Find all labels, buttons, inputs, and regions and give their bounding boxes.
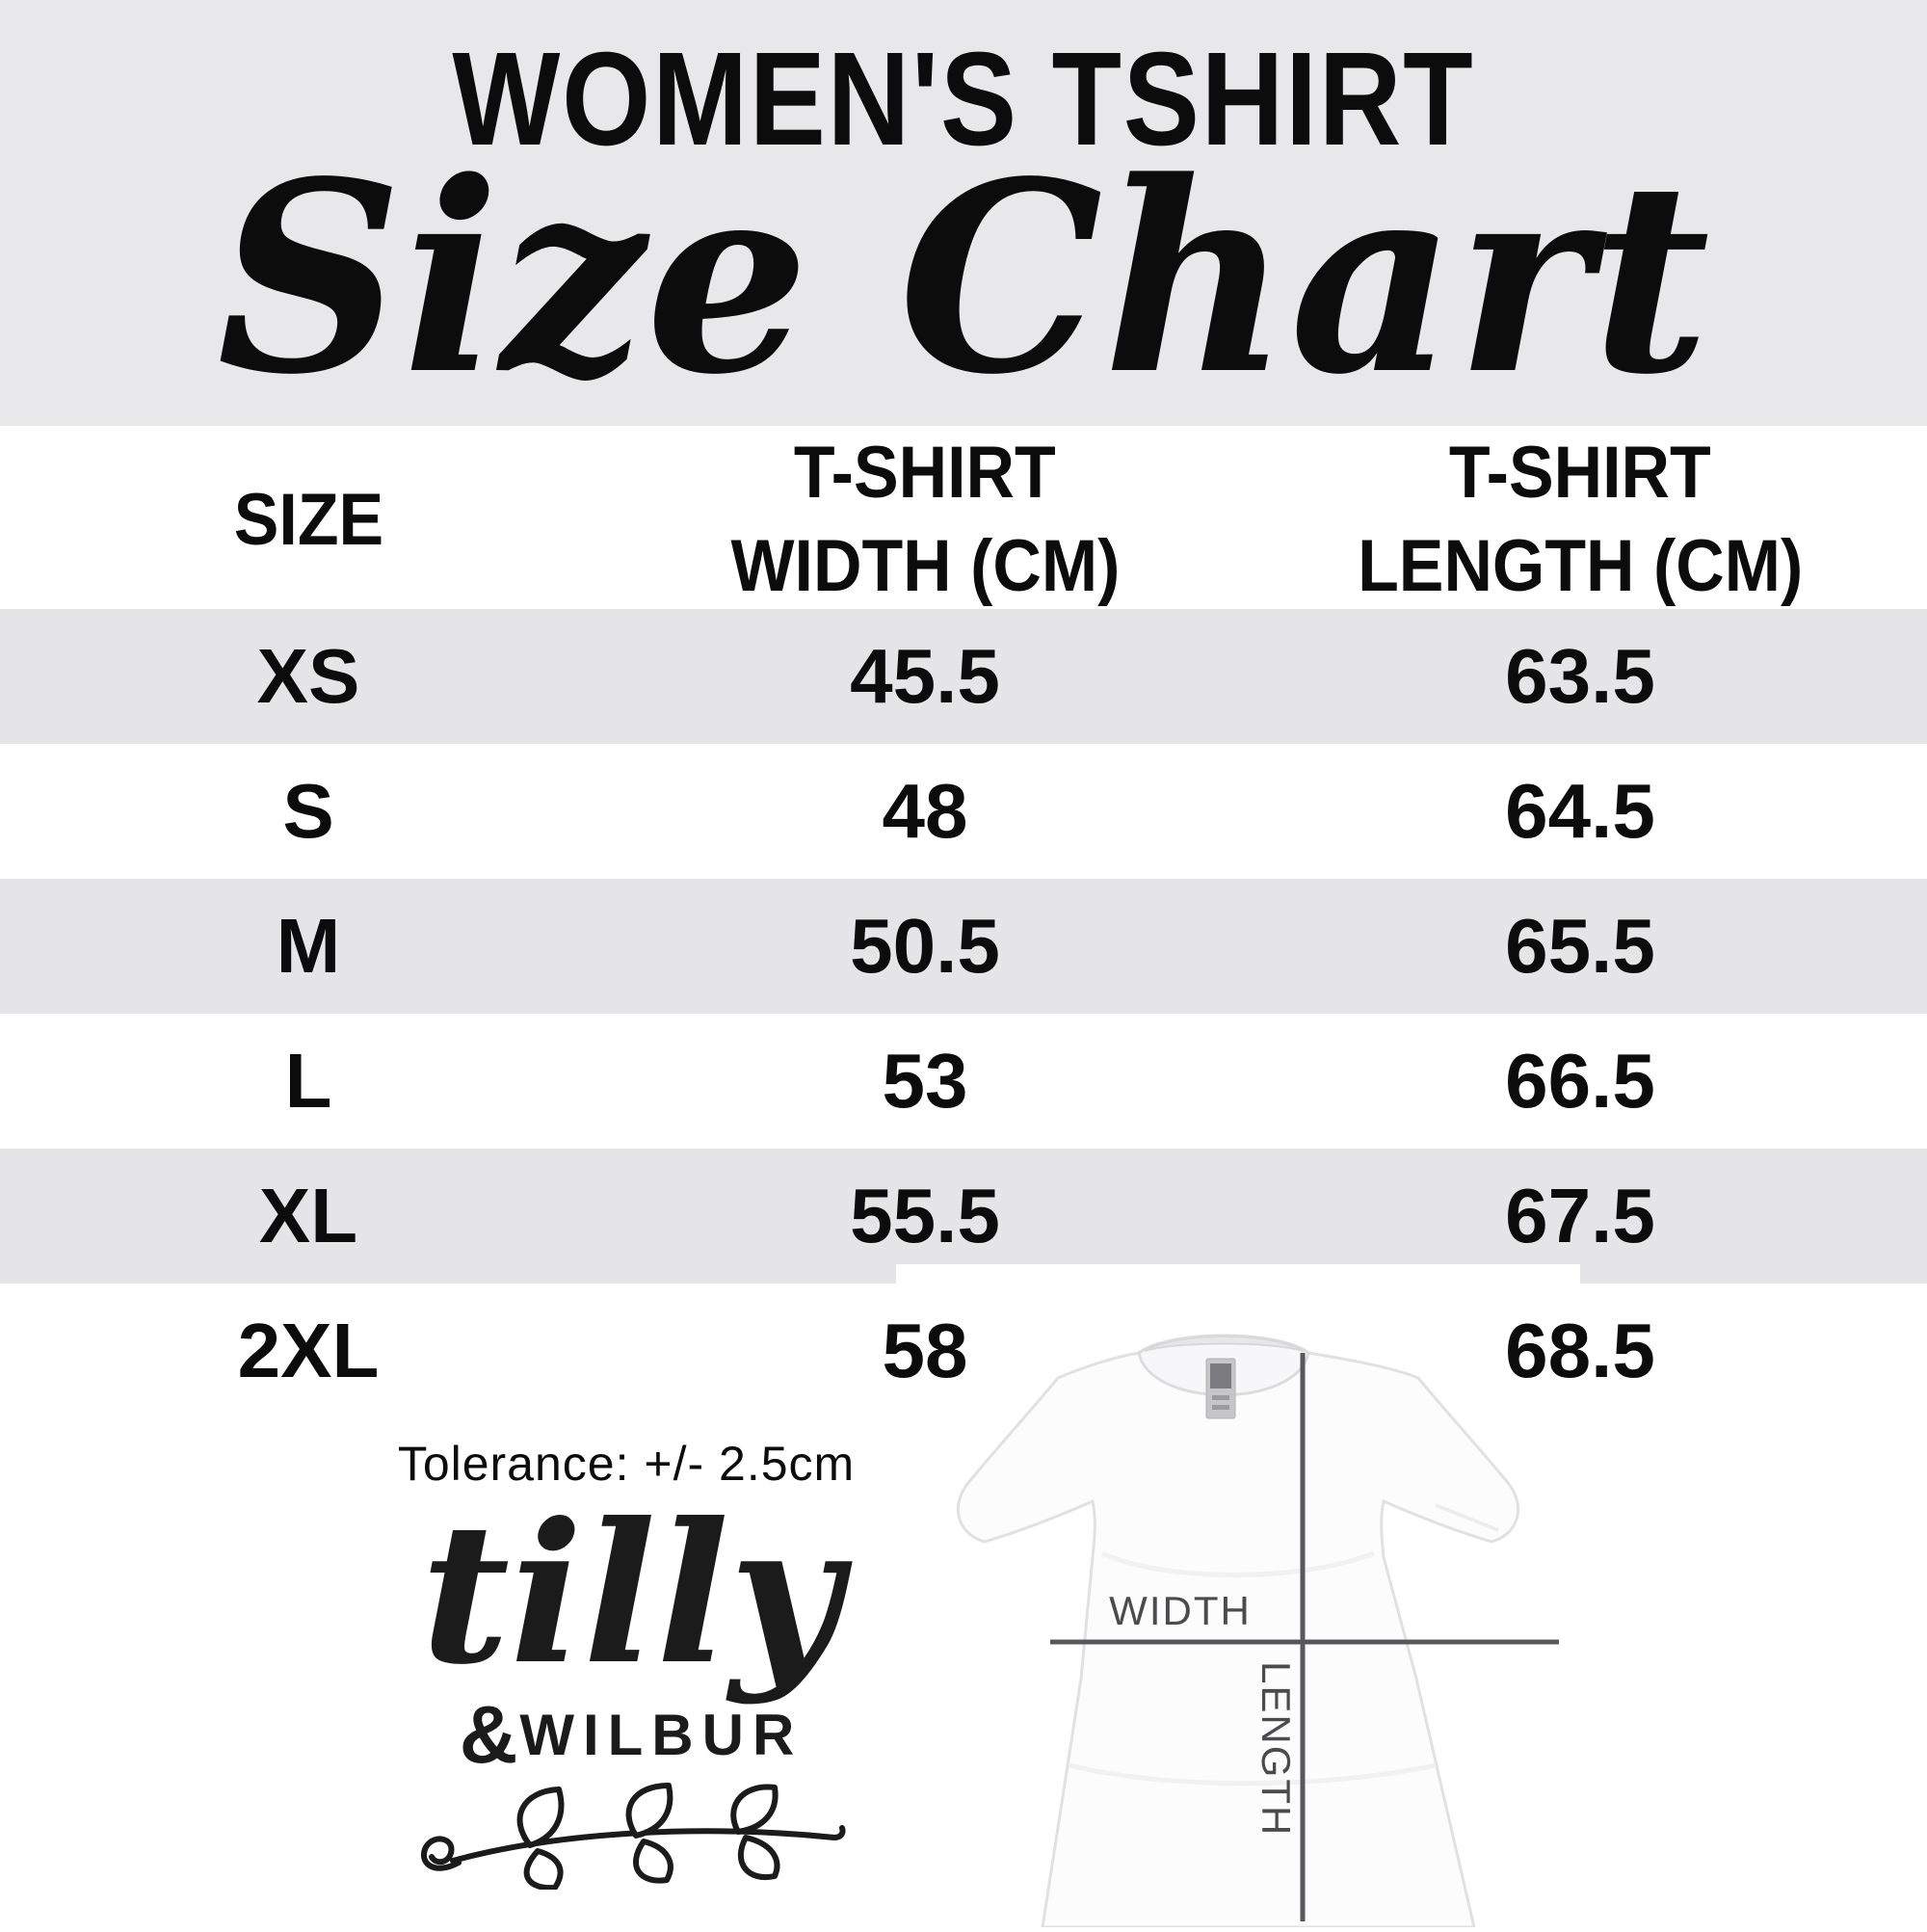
table-row: XS 45.5 63.5 [0,609,1927,744]
length-cell: 66.5 [1505,1038,1655,1124]
wrinkle [1069,1762,1437,1786]
collar-band [1144,1336,1304,1352]
table-header-row: SIZE T-SHIRT WIDTH (CM) T-SHIRT LENGTH (… [0,426,1927,609]
table-row: S 48 64.5 [0,744,1927,879]
table-row: L 53 66.5 [0,1014,1927,1149]
script-title: Size Chart [217,125,1710,433]
width-cell: 50.5 [850,903,1000,989]
tolerance-note: Tolerance: +/- 2.5cm [397,1437,856,1491]
leaf [632,1839,673,1884]
size-cell: S [282,768,334,854]
tshirt-image: WIDTH LENGTH [956,1334,1559,1929]
length-cell: 65.5 [1505,903,1655,989]
length-cell: 64.5 [1505,768,1655,854]
width-label: WIDTH [1109,1588,1252,1633]
tshirt-diagram: WIDTH LENGTH [896,1264,1580,1929]
table-row: XL 55.5 67.5 [0,1149,1927,1284]
leaf [523,1848,564,1892]
brand-name-sub: &WILBUR [390,1688,872,1782]
width-cell: 48 [882,768,968,854]
table-row: M 50.5 65.5 [0,879,1927,1014]
size-cell: M [276,903,341,989]
brand-name-caps: WILBUR [519,1703,804,1767]
leaf [625,1783,673,1839]
length-cell: 67.5 [1505,1173,1655,1258]
column-header-size: SIZE [233,478,383,561]
length-label: LENGTH [1254,1661,1299,1837]
page-title: WOMEN'S TSHIRT [0,0,1927,166]
width-cell: 45.5 [850,633,1000,719]
wrinkle [1435,1503,1499,1532]
wrinkle [1100,1550,1375,1577]
column-header-width: T-SHIRT WIDTH (CM) [730,432,1120,608]
neck-tag-line [1212,1405,1229,1410]
size-cell: XS [256,633,360,719]
length-cell: 68.5 [1505,1308,1655,1393]
page-title-text: WOMEN'S TSHIRT [452,25,1475,173]
tshirt-silhouette [956,1336,1520,1929]
brand-name-script: tilly [420,1481,842,1707]
leaf [516,1786,565,1848]
width-cell: 53 [882,1038,968,1124]
width-cell: 55.5 [850,1173,1000,1258]
header-band: WOMEN'S TSHIRT Size Chart [0,0,1927,426]
size-cell: L [284,1038,332,1124]
table-row: 2XL 58 68.5 [0,1284,1927,1418]
leaf [738,1835,780,1881]
ampersand: & [459,1689,520,1780]
width-cell: 58 [882,1308,968,1393]
branch-curl [421,1836,462,1871]
leaf [730,1784,779,1835]
brand-logo: tilly &WILBUR [390,1481,872,1894]
length-cell: 63.5 [1505,633,1655,719]
leaf-branch-icon [390,1782,872,1894]
branch-stem [450,1825,846,1864]
size-cell: XL [258,1173,358,1258]
size-cell: 2XL [237,1308,380,1393]
neck-tag-line [1212,1395,1229,1400]
photo-background [896,1264,1580,1284]
column-header-length: T-SHIRT LENGTH (CM) [1357,432,1804,608]
neck-tag-logo [1210,1363,1231,1389]
